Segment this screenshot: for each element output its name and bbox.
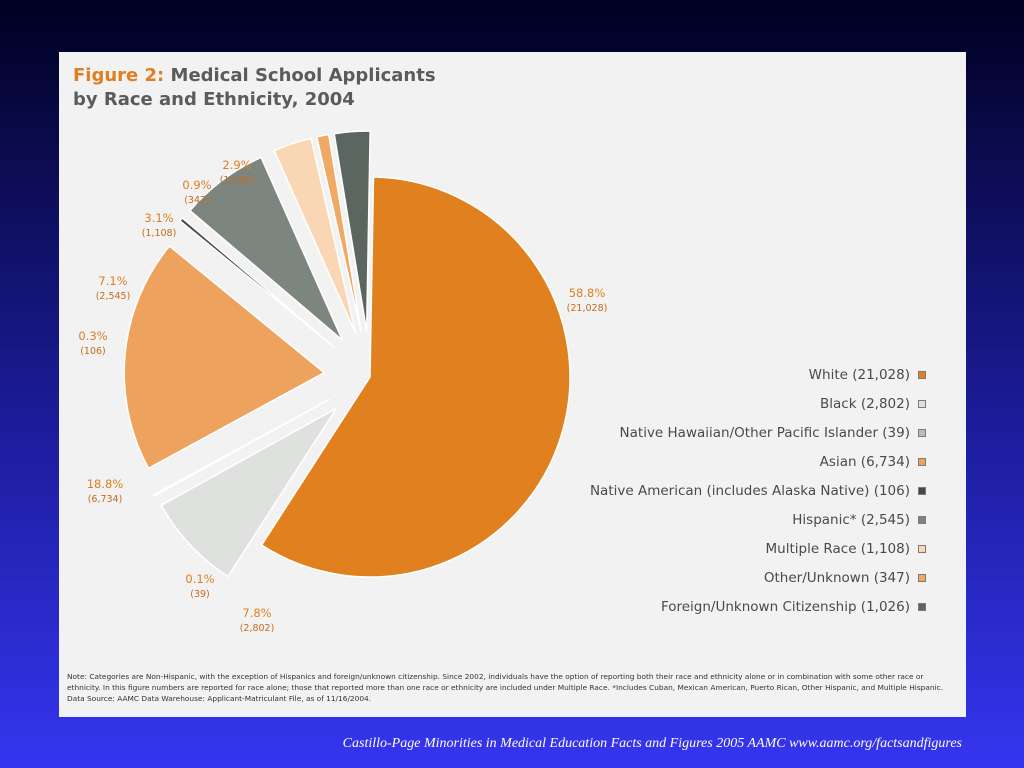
- legend-item: White (21,028): [590, 360, 926, 389]
- slice-percent-label: 2.9%: [222, 158, 251, 172]
- slice-percent-label: 3.1%: [144, 211, 173, 225]
- footnote: Note: Categories are Non-Hispanic, with …: [67, 671, 955, 704]
- legend-item: Native Hawaiian/Other Pacific Islander (…: [590, 418, 926, 447]
- slice-percent-label: 0.3%: [78, 329, 107, 343]
- legend-item: Hispanic* (2,545): [590, 505, 926, 534]
- legend-item: Native American (includes Alaska Native)…: [590, 476, 926, 505]
- figure-number: Figure 2:: [73, 65, 165, 86]
- chart-legend: White (21,028) Black (2,802) Native Hawaii…: [590, 360, 926, 621]
- slice-count-label: (347): [184, 195, 210, 206]
- slice-percent-label: 0.9%: [182, 178, 211, 192]
- slice-count-label: (106): [80, 346, 106, 357]
- slice-count-label: (2,802): [240, 623, 275, 634]
- slice-count-label: (2,545): [96, 291, 131, 302]
- legend-label: White (21,028): [808, 366, 910, 383]
- slice-percent-label: 7.8%: [242, 606, 271, 620]
- legend-label: Other/Unknown (347): [763, 569, 910, 586]
- legend-swatch: [918, 602, 926, 611]
- pie-slice-multiple-race: [273, 137, 357, 334]
- pie-slice-other-unknown: [315, 133, 362, 333]
- chart-title: Figure 2: Medical School Applicants by R…: [73, 64, 436, 112]
- pie-slice-black: [160, 407, 338, 578]
- legend-item: Asian (6,734): [590, 447, 926, 476]
- legend-swatch: [918, 544, 926, 553]
- pie-slice-foreign-unknown-citizenship: [333, 130, 371, 332]
- legend-item: Black (2,802): [590, 389, 926, 418]
- legend-label: Native American (includes Alaska Native)…: [589, 482, 910, 499]
- legend-swatch: [918, 370, 926, 379]
- slice-percent-label: 58.8%: [569, 286, 606, 300]
- legend-label: Foreign/Unknown Citizenship (1,026): [660, 598, 910, 615]
- pie-slice-native-american-includes-alaska-native: [178, 216, 336, 349]
- legend-swatch: [918, 428, 926, 437]
- title-line-1: Medical School Applicants: [170, 65, 436, 86]
- slice-count-label: (39): [190, 589, 210, 600]
- legend-swatch: [918, 515, 926, 524]
- legend-item: Foreign/Unknown Citizenship (1,026): [590, 592, 926, 621]
- pie-chart: 58.8% (21,028) 7.8% (2,802) 0.1% (39) 18.8% (6,…: [78, 130, 608, 634]
- slice-percent-label: 18.8%: [87, 477, 124, 491]
- slice-count-label: (21,028): [567, 303, 608, 314]
- slice-count-label: (1,108): [142, 228, 177, 239]
- legend-label: Hispanic* (2,545): [792, 511, 910, 528]
- slide-footer-citation: Castillo-Page Minorities in Medical Educ…: [342, 736, 962, 751]
- slice-count-label: (6,734): [88, 494, 123, 505]
- legend-item: Multiple Race (1,108): [590, 534, 926, 563]
- pie-slice-asian: [123, 244, 326, 470]
- data-source: Data Source: AAMC Data Warehouse: Applic…: [67, 694, 372, 703]
- pie-slice-white: [260, 176, 571, 578]
- legend-swatch: [918, 486, 926, 495]
- legend-label: Native Hawaiian/Other Pacific Islander (…: [619, 424, 910, 441]
- slice-percent-label: 0.1%: [185, 572, 214, 586]
- legend-swatch: [918, 457, 926, 466]
- title-line-2: by Race and Ethnicity, 2004: [73, 89, 355, 110]
- legend-swatch: [918, 573, 926, 582]
- legend-label: Black (2,802): [820, 395, 910, 412]
- pie-slice-hispanic: [188, 156, 344, 341]
- footnote-text: Note: Categories are Non-Hispanic, with …: [67, 672, 944, 692]
- pie-slice-native-hawaiian-other-pacific-islander: [152, 398, 331, 497]
- legend-item: Other/Unknown (347): [590, 563, 926, 592]
- legend-label: Multiple Race (1,108): [765, 540, 910, 557]
- chart-panel: Figure 2: Medical School Applicants by R…: [59, 52, 966, 717]
- legend-swatch: [918, 399, 926, 408]
- slice-count-label: (1,026): [220, 175, 255, 186]
- slice-percent-label: 7.1%: [98, 274, 127, 288]
- legend-label: Asian (6,734): [819, 453, 910, 470]
